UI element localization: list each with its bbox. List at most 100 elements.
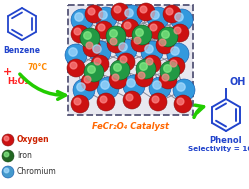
Circle shape [163,5,181,23]
Circle shape [149,93,167,111]
Text: Selectivity = 100%: Selectivity = 100% [188,146,249,152]
Circle shape [126,94,133,101]
Circle shape [140,6,147,13]
Circle shape [173,79,195,101]
Circle shape [136,59,156,79]
Circle shape [74,28,81,35]
Circle shape [143,55,161,73]
Circle shape [146,58,153,65]
Circle shape [77,83,85,91]
Circle shape [107,35,125,53]
Circle shape [83,39,101,57]
Circle shape [117,53,135,71]
Circle shape [134,37,141,44]
Circle shape [110,38,117,45]
Circle shape [156,36,174,54]
Circle shape [91,55,109,73]
Circle shape [69,48,77,56]
Circle shape [97,93,115,111]
Circle shape [160,61,180,81]
Circle shape [171,47,179,55]
Circle shape [88,8,95,15]
Circle shape [124,22,131,29]
Circle shape [71,9,93,31]
Circle shape [101,81,109,89]
Circle shape [123,91,141,109]
Circle shape [2,134,14,146]
Circle shape [158,27,178,47]
Circle shape [177,98,184,105]
Circle shape [166,8,173,15]
Circle shape [162,31,169,38]
Text: H₂O₂: H₂O₂ [7,77,29,87]
Circle shape [70,62,77,69]
Circle shape [167,57,185,75]
Circle shape [174,95,192,113]
Circle shape [110,30,117,37]
Circle shape [74,98,81,105]
Text: FeCr₂O₄ Catalyst: FeCr₂O₄ Catalyst [91,122,169,131]
Text: 70°C: 70°C [28,64,48,73]
Circle shape [114,64,121,71]
Circle shape [81,73,99,91]
Circle shape [84,62,104,82]
Circle shape [2,150,14,162]
Circle shape [88,66,95,73]
Circle shape [135,69,153,87]
Circle shape [149,77,171,99]
Circle shape [141,41,163,63]
Circle shape [115,39,137,61]
Circle shape [125,9,133,17]
Circle shape [147,7,169,29]
Circle shape [84,76,91,83]
Circle shape [121,19,139,37]
Circle shape [109,71,127,89]
Circle shape [114,6,121,13]
Circle shape [71,25,89,43]
Circle shape [106,26,126,46]
Circle shape [159,39,166,46]
Circle shape [85,5,103,23]
Circle shape [162,74,169,81]
Text: Oxygen: Oxygen [17,136,50,145]
Circle shape [111,3,129,21]
Circle shape [140,63,147,70]
Text: Benzene: Benzene [3,46,41,55]
Circle shape [153,81,161,89]
Circle shape [94,58,101,65]
Circle shape [112,74,119,81]
Text: Phenol: Phenol [210,136,242,145]
Circle shape [136,29,143,36]
Circle shape [151,11,159,19]
Circle shape [100,96,107,103]
Circle shape [137,3,155,21]
Circle shape [170,60,177,67]
Circle shape [89,41,111,63]
Circle shape [131,34,149,52]
Circle shape [120,56,127,63]
Circle shape [138,72,145,79]
Circle shape [164,65,171,72]
Circle shape [119,43,127,51]
Circle shape [4,152,9,157]
Circle shape [123,75,145,97]
Circle shape [132,25,152,45]
Text: OH: OH [229,77,245,87]
Circle shape [98,24,105,31]
Circle shape [71,95,89,113]
Text: Chromium: Chromium [17,167,57,177]
Circle shape [80,28,100,48]
Circle shape [67,59,85,77]
Circle shape [152,96,159,103]
Circle shape [150,24,157,31]
Circle shape [2,166,14,178]
Circle shape [127,79,135,87]
Circle shape [171,9,193,31]
Circle shape [86,42,93,49]
Circle shape [4,168,9,173]
Circle shape [4,136,9,141]
Circle shape [174,27,181,34]
Circle shape [171,24,189,42]
Circle shape [177,83,185,91]
Circle shape [95,21,113,39]
